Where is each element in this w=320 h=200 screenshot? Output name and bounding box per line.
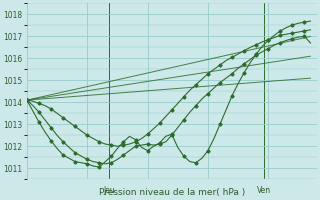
- X-axis label: Pression niveau de la mer( hPa ): Pression niveau de la mer( hPa ): [99, 188, 245, 197]
- Text: Ven: Ven: [257, 186, 271, 195]
- Text: Jeu: Jeu: [104, 186, 115, 195]
